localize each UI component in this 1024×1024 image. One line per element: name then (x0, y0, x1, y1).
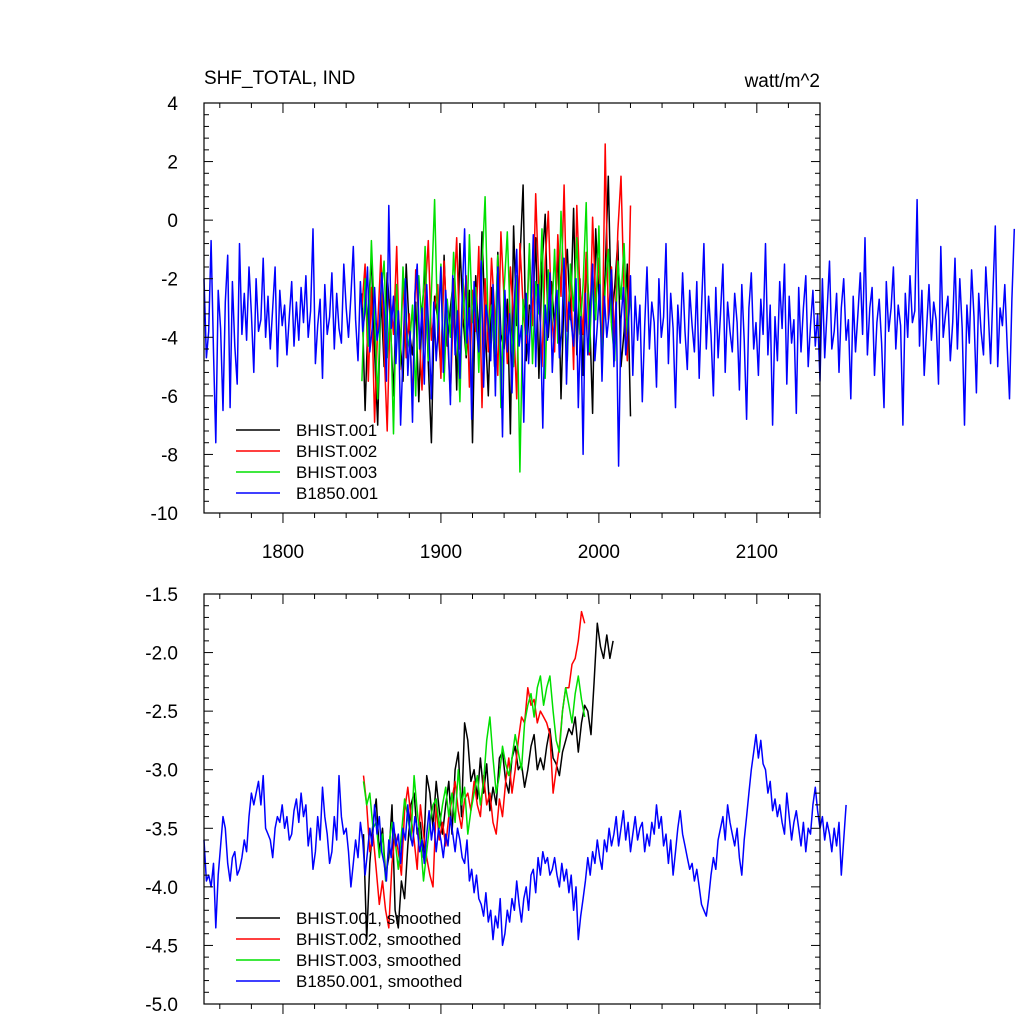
bottom-legend: BHIST.001, smoothed BHIST.002, smoothed BH… (236, 909, 462, 991)
bottom-plot-frame (203, 593, 821, 1005)
bottom-legend-label: B1850.001, smoothed (296, 972, 462, 991)
top-series-lines (203, 143, 1016, 473)
top-plot-frame (203, 102, 821, 514)
bottom-y-tick-label: -5.0 (145, 995, 178, 1016)
top-panel: 4 2 0 -2 -4 -6 -8 -10 1800 1900 2000 2100 BHIST.001… (151, 94, 1016, 563)
bottom-y-tick-label: -4.0 (145, 878, 178, 899)
bottom-series-lines (203, 610, 847, 947)
top-y-tick-label: -8 (161, 445, 178, 466)
bottom-series-line-3 (362, 675, 586, 882)
top-y-tick-label: -4 (161, 328, 178, 349)
bottom-y-tick-label: -1.5 (145, 585, 178, 606)
top-x-tick-label: 2000 (578, 542, 620, 563)
top-x-tick-label: 2100 (736, 542, 778, 563)
top-legend: BHIST.001 BHIST.002 BHIST.003 B1850.001 (236, 421, 378, 503)
top-legend-label: BHIST.001 (296, 421, 377, 440)
units-label: watt/m^2 (744, 71, 820, 92)
top-axis-ticks: 4 2 0 -2 -4 -6 -8 -10 1800 1900 2000 2100 (151, 94, 821, 563)
bottom-y-tick-label: -2.5 (145, 702, 178, 723)
top-y-tick-label: -2 (161, 270, 178, 291)
bottom-series-line-2 (362, 610, 586, 929)
bottom-axis-ticks: -1.5 -2.0 -2.5 -3.0 -3.5 -4.0 -4.5 -5.0 (145, 585, 821, 1016)
top-y-tick-label: -10 (151, 504, 178, 525)
top-legend-label: B1850.001 (296, 484, 378, 503)
bottom-legend-label: BHIST.002, smoothed (296, 930, 461, 949)
bottom-y-tick-label: -3.0 (145, 761, 178, 782)
top-legend-label: BHIST.002 (296, 442, 377, 461)
chart-title: SHF_TOTAL, IND (204, 68, 355, 89)
bottom-y-tick-label: -2.0 (145, 644, 178, 665)
top-y-tick-label: 0 (167, 211, 178, 232)
top-x-tick-label: 1900 (420, 542, 462, 563)
top-y-tick-label: 4 (167, 94, 178, 115)
top-legend-label: BHIST.003 (296, 463, 377, 482)
bottom-y-tick-label: -4.5 (145, 936, 178, 957)
top-y-tick-label: 2 (167, 153, 178, 174)
bottom-series-line-1 (362, 622, 614, 941)
top-y-tick-label: -6 (161, 387, 178, 408)
bottom-series-line-4 (203, 733, 847, 947)
top-x-tick-label: 1800 (262, 542, 304, 563)
top-series-line-4 (203, 198, 1016, 467)
bottom-legend-label: BHIST.001, smoothed (296, 909, 461, 928)
bottom-legend-label: BHIST.003, smoothed (296, 951, 461, 970)
bottom-panel: -1.5 -2.0 -2.5 -3.0 -3.5 -4.0 -4.5 -5.0 BHIST.0… (145, 585, 847, 1016)
bottom-y-tick-label: -3.5 (145, 819, 178, 840)
